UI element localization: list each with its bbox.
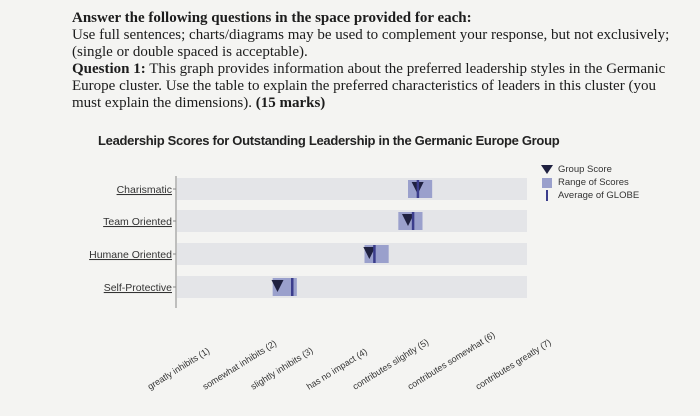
question-1-label: Question 1: bbox=[72, 61, 146, 77]
row-band bbox=[177, 276, 527, 298]
category-label: Team Oriented bbox=[103, 216, 172, 228]
vertical-bar-icon bbox=[546, 190, 548, 201]
chart-legend: Group Score Range of Scores Average of G… bbox=[540, 163, 639, 202]
square-icon bbox=[542, 177, 552, 188]
category-label: Humane Oriented bbox=[89, 249, 172, 261]
chart-title: Leadership Scores for Outstanding Leader… bbox=[98, 133, 560, 148]
category-label: Charismatic bbox=[117, 184, 172, 196]
legend-item-average: Average of GLOBE bbox=[540, 189, 639, 202]
legend-item-range: Range of Scores bbox=[540, 176, 639, 189]
group-score-marker bbox=[363, 247, 376, 259]
row-band bbox=[177, 243, 527, 265]
question-instructions: Use full sentences; charts/diagrams may … bbox=[72, 27, 670, 60]
question-1: Question 1: This graph provides informat… bbox=[72, 61, 672, 112]
question-heading: Answer the following questions in the sp… bbox=[72, 10, 472, 26]
legend-item-group-score: Group Score bbox=[540, 163, 639, 176]
question-1-text: This graph provides information about th… bbox=[72, 61, 666, 111]
row-band bbox=[177, 178, 527, 200]
globe-average-marker bbox=[411, 212, 415, 230]
globe-average-marker bbox=[416, 180, 420, 198]
question-block: Answer the following questions in the sp… bbox=[72, 10, 672, 112]
globe-average-marker bbox=[373, 245, 376, 263]
legend-label: Range of Scores bbox=[558, 177, 629, 188]
legend-label: Group Score bbox=[558, 164, 612, 175]
globe-average-marker bbox=[291, 278, 294, 296]
category-label: Self-Protective bbox=[104, 282, 172, 294]
legend-label: Average of GLOBE bbox=[558, 190, 640, 201]
question-1-marks: (15 marks) bbox=[255, 95, 326, 111]
row-band bbox=[177, 210, 527, 232]
group-score-marker bbox=[402, 214, 414, 226]
group-score-marker bbox=[271, 280, 284, 292]
triangle-down-icon bbox=[541, 165, 553, 174]
x-tick-label: contributes greatly (7) bbox=[474, 337, 553, 392]
